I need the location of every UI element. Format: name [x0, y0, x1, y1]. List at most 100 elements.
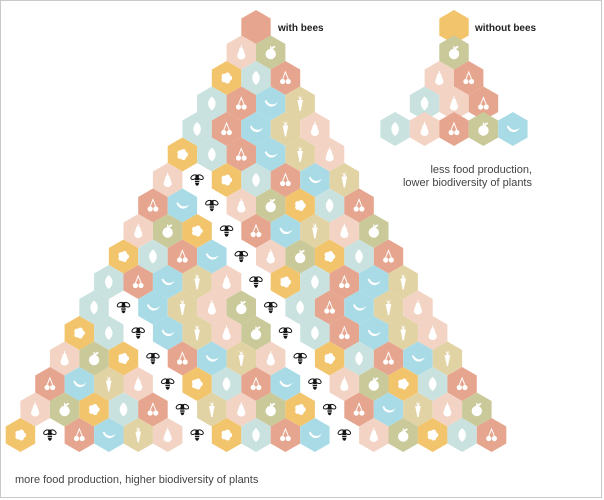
cherry-icon — [250, 376, 262, 391]
banana-icon — [205, 355, 219, 362]
crop-hex — [270, 163, 301, 197]
pear-icon — [31, 402, 40, 417]
cherry-icon — [132, 274, 144, 289]
crop-hex — [226, 137, 256, 172]
bee-icon — [116, 301, 131, 314]
bee-icon — [219, 225, 234, 237]
carrot-icon — [312, 222, 318, 239]
leaf-icon — [252, 173, 260, 187]
crop-hex — [35, 367, 65, 401]
pear-icon — [428, 325, 437, 340]
flower-icon — [221, 72, 233, 84]
carrot-icon — [179, 299, 186, 315]
banana-icon — [161, 329, 175, 337]
banana-icon — [353, 304, 367, 311]
flower-icon — [427, 429, 439, 441]
banana-icon — [102, 431, 116, 439]
crop-hex — [138, 188, 168, 223]
pear-icon — [222, 325, 231, 340]
bee-icon — [322, 403, 337, 416]
flower-icon — [74, 327, 85, 339]
crop-hex — [123, 265, 153, 299]
crop-hex — [94, 418, 124, 452]
crop-hex — [270, 367, 301, 401]
crop-hex — [167, 188, 198, 223]
flower-icon — [280, 276, 292, 288]
crop-hex — [439, 112, 469, 146]
flower-icon — [324, 353, 336, 364]
pear-icon — [325, 147, 334, 162]
crop-hex — [476, 418, 507, 452]
crop-hex — [64, 418, 95, 452]
flower-icon — [192, 378, 203, 390]
leaf-icon — [105, 275, 113, 289]
crop-hex — [138, 290, 168, 325]
flower-icon — [118, 251, 130, 262]
without-bees-legend-hex — [439, 10, 469, 44]
apple-icon — [236, 301, 247, 315]
cherry-icon — [280, 427, 291, 442]
crop-hex — [359, 265, 389, 299]
bee-icon — [278, 327, 293, 339]
apple-icon — [368, 377, 379, 391]
banana-icon — [279, 380, 293, 388]
carrot-icon — [238, 350, 245, 366]
cherry-icon — [383, 351, 394, 365]
crop-hex — [270, 61, 301, 95]
pear-icon — [449, 96, 459, 111]
bee-icon — [234, 250, 249, 263]
crop-hex — [270, 214, 301, 248]
cherry-icon — [147, 402, 159, 416]
crop-hex — [447, 367, 477, 401]
apple-icon — [265, 46, 276, 60]
leaf-icon — [420, 96, 429, 111]
carrot-icon — [400, 273, 407, 290]
cherry-icon — [463, 70, 475, 85]
cherry-icon — [176, 249, 188, 263]
cherry-icon — [235, 147, 247, 161]
crop-hex — [454, 61, 484, 95]
pear-icon — [369, 427, 378, 442]
cherry-icon — [338, 325, 350, 340]
apple-icon — [294, 250, 306, 264]
cherry-icon — [353, 402, 365, 416]
carrot-icon — [194, 324, 200, 341]
crop-hex — [211, 112, 242, 146]
bee-icon — [308, 378, 322, 390]
crop-hex — [197, 341, 227, 376]
bee-icon — [131, 327, 145, 339]
cherry-icon — [176, 351, 188, 365]
crop-hex — [226, 86, 256, 121]
pear-icon — [222, 274, 231, 289]
leaf-icon — [458, 428, 466, 442]
bee-icon — [249, 276, 263, 288]
less-production-line1: less food production, — [430, 164, 532, 176]
leaf-icon — [208, 147, 216, 162]
cherry-icon — [147, 198, 159, 212]
pear-icon — [340, 376, 349, 391]
bee-icon — [337, 429, 352, 441]
crop-hex — [403, 341, 433, 376]
crop-hex — [498, 112, 528, 146]
leaf-icon — [252, 71, 260, 85]
crop-hex — [167, 239, 198, 274]
apple-icon — [478, 122, 489, 136]
flower-icon — [295, 404, 306, 415]
cherry-icon — [456, 376, 468, 391]
bee-icon — [205, 199, 219, 212]
leaf-icon — [428, 377, 437, 391]
bee-icon — [43, 429, 57, 441]
banana-icon — [367, 278, 381, 286]
leaf-icon — [252, 428, 260, 442]
pear-icon — [237, 45, 246, 60]
apple-icon — [368, 224, 379, 238]
crop-hex — [152, 265, 183, 299]
crop-hex — [64, 367, 95, 401]
pear-icon — [413, 300, 423, 315]
crop-hex — [329, 316, 360, 350]
with-bees-label: with bees — [278, 23, 324, 34]
crop-hex — [468, 86, 499, 121]
crop-hex — [373, 341, 404, 376]
apple-icon — [250, 326, 262, 340]
cherry-icon — [338, 274, 350, 289]
